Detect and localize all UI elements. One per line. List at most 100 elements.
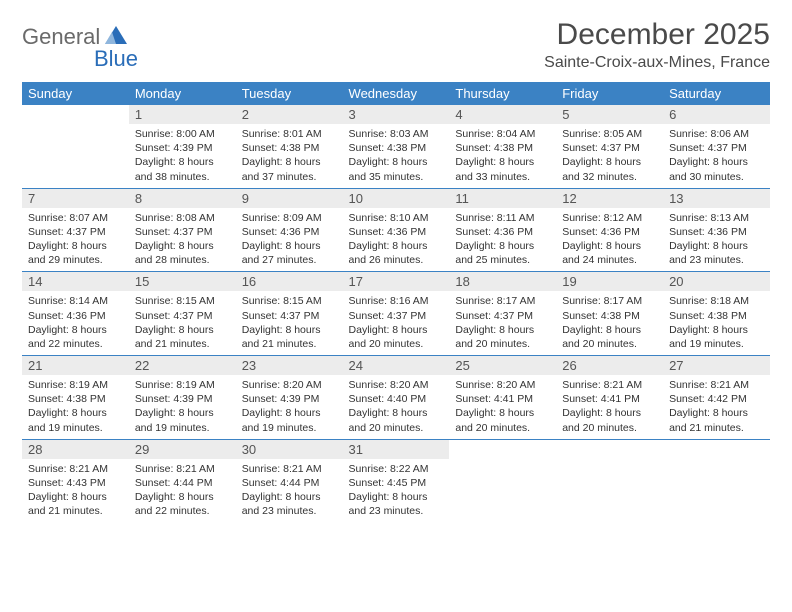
calendar-cell: 31Sunrise: 8:22 AMSunset: 4:45 PMDayligh… — [343, 439, 450, 522]
day-number: 21 — [22, 356, 129, 375]
calendar-cell: 18Sunrise: 8:17 AMSunset: 4:37 PMDayligh… — [449, 272, 556, 356]
day-number: 12 — [556, 189, 663, 208]
daylight-line: Daylight: 8 hours and 21 minutes. — [669, 406, 764, 434]
calendar-cell: 26Sunrise: 8:21 AMSunset: 4:41 PMDayligh… — [556, 356, 663, 440]
sunset-line: Sunset: 4:36 PM — [242, 225, 337, 239]
sunset-line: Sunset: 4:37 PM — [562, 141, 657, 155]
sunrise-line: Sunrise: 8:05 AM — [562, 127, 657, 141]
day-body: Sunrise: 8:13 AMSunset: 4:36 PMDaylight:… — [663, 208, 770, 272]
calendar-cell: 28Sunrise: 8:21 AMSunset: 4:43 PMDayligh… — [22, 439, 129, 522]
calendar-cell: 14Sunrise: 8:14 AMSunset: 4:36 PMDayligh… — [22, 272, 129, 356]
day-body: Sunrise: 8:21 AMSunset: 4:44 PMDaylight:… — [236, 459, 343, 523]
day-body: Sunrise: 8:14 AMSunset: 4:36 PMDaylight:… — [22, 291, 129, 355]
daylight-line: Daylight: 8 hours and 20 minutes. — [562, 323, 657, 351]
sunrise-line: Sunrise: 8:21 AM — [242, 462, 337, 476]
daylight-line: Daylight: 8 hours and 28 minutes. — [135, 239, 230, 267]
day-number: 26 — [556, 356, 663, 375]
calendar-row: 14Sunrise: 8:14 AMSunset: 4:36 PMDayligh… — [22, 272, 770, 356]
calendar-table: Sunday Monday Tuesday Wednesday Thursday… — [22, 82, 770, 522]
weekday-header: Friday — [556, 82, 663, 105]
sunset-line: Sunset: 4:38 PM — [669, 309, 764, 323]
day-body: Sunrise: 8:21 AMSunset: 4:44 PMDaylight:… — [129, 459, 236, 523]
day-number: 8 — [129, 189, 236, 208]
calendar-cell: 4Sunrise: 8:04 AMSunset: 4:38 PMDaylight… — [449, 105, 556, 188]
weekday-header: Saturday — [663, 82, 770, 105]
sunrise-line: Sunrise: 8:20 AM — [455, 378, 550, 392]
weekday-header: Monday — [129, 82, 236, 105]
day-number: 4 — [449, 105, 556, 124]
sunset-line: Sunset: 4:37 PM — [28, 225, 123, 239]
daylight-line: Daylight: 8 hours and 21 minutes. — [28, 490, 123, 518]
day-body: Sunrise: 8:21 AMSunset: 4:43 PMDaylight:… — [22, 459, 129, 523]
sunset-line: Sunset: 4:38 PM — [455, 141, 550, 155]
calendar-cell: 11Sunrise: 8:11 AMSunset: 4:36 PMDayligh… — [449, 188, 556, 272]
day-number: 25 — [449, 356, 556, 375]
daylight-line: Daylight: 8 hours and 19 minutes. — [669, 323, 764, 351]
sunrise-line: Sunrise: 8:17 AM — [562, 294, 657, 308]
calendar-cell: 6Sunrise: 8:06 AMSunset: 4:37 PMDaylight… — [663, 105, 770, 188]
weekday-header-row: Sunday Monday Tuesday Wednesday Thursday… — [22, 82, 770, 105]
daylight-line: Daylight: 8 hours and 27 minutes. — [242, 239, 337, 267]
day-body: Sunrise: 8:21 AMSunset: 4:41 PMDaylight:… — [556, 375, 663, 439]
day-number: 28 — [22, 440, 129, 459]
calendar-row: 1Sunrise: 8:00 AMSunset: 4:39 PMDaylight… — [22, 105, 770, 188]
daylight-line: Daylight: 8 hours and 35 minutes. — [349, 155, 444, 183]
day-body: Sunrise: 8:17 AMSunset: 4:37 PMDaylight:… — [449, 291, 556, 355]
daylight-line: Daylight: 8 hours and 23 minutes. — [349, 490, 444, 518]
day-body: Sunrise: 8:07 AMSunset: 4:37 PMDaylight:… — [22, 208, 129, 272]
day-number: 1 — [129, 105, 236, 124]
day-number: 6 — [663, 105, 770, 124]
sunrise-line: Sunrise: 8:06 AM — [669, 127, 764, 141]
sunrise-line: Sunrise: 8:07 AM — [28, 211, 123, 225]
daylight-line: Daylight: 8 hours and 23 minutes. — [669, 239, 764, 267]
day-body: Sunrise: 8:01 AMSunset: 4:38 PMDaylight:… — [236, 124, 343, 188]
sunrise-line: Sunrise: 8:17 AM — [455, 294, 550, 308]
sunset-line: Sunset: 4:37 PM — [135, 225, 230, 239]
day-number: 20 — [663, 272, 770, 291]
calendar-cell — [663, 439, 770, 522]
calendar-cell: 10Sunrise: 8:10 AMSunset: 4:36 PMDayligh… — [343, 188, 450, 272]
sunrise-line: Sunrise: 8:00 AM — [135, 127, 230, 141]
calendar-row: 7Sunrise: 8:07 AMSunset: 4:37 PMDaylight… — [22, 188, 770, 272]
calendar-cell: 17Sunrise: 8:16 AMSunset: 4:37 PMDayligh… — [343, 272, 450, 356]
sunset-line: Sunset: 4:45 PM — [349, 476, 444, 490]
sunrise-line: Sunrise: 8:10 AM — [349, 211, 444, 225]
calendar-cell: 27Sunrise: 8:21 AMSunset: 4:42 PMDayligh… — [663, 356, 770, 440]
daylight-line: Daylight: 8 hours and 21 minutes. — [135, 323, 230, 351]
sunrise-line: Sunrise: 8:16 AM — [349, 294, 444, 308]
day-number: 29 — [129, 440, 236, 459]
sunrise-line: Sunrise: 8:11 AM — [455, 211, 550, 225]
calendar-cell — [449, 439, 556, 522]
calendar-cell: 22Sunrise: 8:19 AMSunset: 4:39 PMDayligh… — [129, 356, 236, 440]
sunrise-line: Sunrise: 8:04 AM — [455, 127, 550, 141]
day-body: Sunrise: 8:05 AMSunset: 4:37 PMDaylight:… — [556, 124, 663, 188]
day-number: 11 — [449, 189, 556, 208]
day-body: Sunrise: 8:15 AMSunset: 4:37 PMDaylight:… — [236, 291, 343, 355]
calendar-cell: 25Sunrise: 8:20 AMSunset: 4:41 PMDayligh… — [449, 356, 556, 440]
day-number: 19 — [556, 272, 663, 291]
sunset-line: Sunset: 4:39 PM — [135, 392, 230, 406]
sunset-line: Sunset: 4:36 PM — [455, 225, 550, 239]
calendar-cell: 15Sunrise: 8:15 AMSunset: 4:37 PMDayligh… — [129, 272, 236, 356]
calendar-cell: 9Sunrise: 8:09 AMSunset: 4:36 PMDaylight… — [236, 188, 343, 272]
sunrise-line: Sunrise: 8:19 AM — [28, 378, 123, 392]
weekday-header: Wednesday — [343, 82, 450, 105]
sunrise-line: Sunrise: 8:21 AM — [28, 462, 123, 476]
calendar-cell: 2Sunrise: 8:01 AMSunset: 4:38 PMDaylight… — [236, 105, 343, 188]
day-number: 10 — [343, 189, 450, 208]
day-number: 18 — [449, 272, 556, 291]
sunrise-line: Sunrise: 8:15 AM — [135, 294, 230, 308]
day-number: 27 — [663, 356, 770, 375]
sunset-line: Sunset: 4:41 PM — [455, 392, 550, 406]
sunrise-line: Sunrise: 8:20 AM — [242, 378, 337, 392]
day-number: 2 — [236, 105, 343, 124]
calendar-cell: 21Sunrise: 8:19 AMSunset: 4:38 PMDayligh… — [22, 356, 129, 440]
sunrise-line: Sunrise: 8:18 AM — [669, 294, 764, 308]
daylight-line: Daylight: 8 hours and 20 minutes. — [349, 406, 444, 434]
day-number: 14 — [22, 272, 129, 291]
sunset-line: Sunset: 4:44 PM — [242, 476, 337, 490]
sunrise-line: Sunrise: 8:20 AM — [349, 378, 444, 392]
calendar-cell: 29Sunrise: 8:21 AMSunset: 4:44 PMDayligh… — [129, 439, 236, 522]
sunrise-line: Sunrise: 8:21 AM — [562, 378, 657, 392]
day-body: Sunrise: 8:08 AMSunset: 4:37 PMDaylight:… — [129, 208, 236, 272]
